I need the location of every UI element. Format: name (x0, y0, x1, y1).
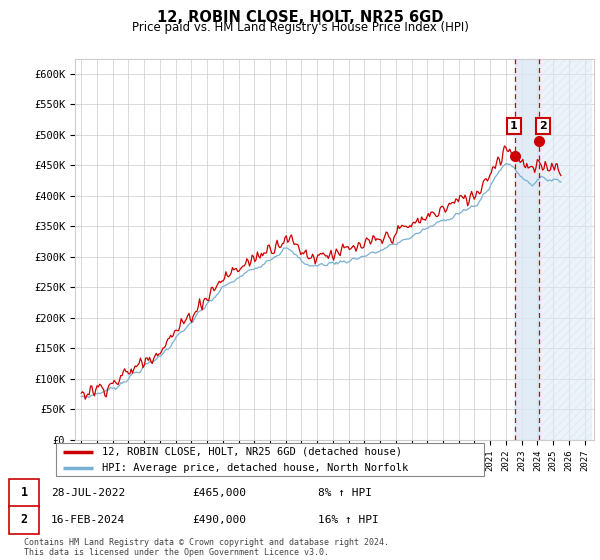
Text: 1: 1 (510, 121, 518, 131)
Bar (515, 59, 539, 440)
Text: 16% ↑ HPI: 16% ↑ HPI (318, 515, 379, 525)
Text: 16-FEB-2024: 16-FEB-2024 (51, 515, 125, 525)
Text: £465,000: £465,000 (192, 488, 246, 498)
Text: 2: 2 (539, 121, 547, 131)
Text: 12, ROBIN CLOSE, HOLT, NR25 6GD (detached house): 12, ROBIN CLOSE, HOLT, NR25 6GD (detache… (101, 447, 401, 457)
Text: Contains HM Land Registry data © Crown copyright and database right 2024.
This d: Contains HM Land Registry data © Crown c… (24, 538, 389, 557)
Text: 28-JUL-2022: 28-JUL-2022 (51, 488, 125, 498)
Text: 1: 1 (20, 486, 28, 500)
Text: Price paid vs. HM Land Registry's House Price Index (HPI): Price paid vs. HM Land Registry's House … (131, 21, 469, 34)
Text: 12, ROBIN CLOSE, HOLT, NR25 6GD: 12, ROBIN CLOSE, HOLT, NR25 6GD (157, 10, 443, 25)
Text: 2: 2 (20, 513, 28, 526)
Text: HPI: Average price, detached house, North Norfolk: HPI: Average price, detached house, Nort… (101, 463, 408, 473)
FancyBboxPatch shape (56, 443, 484, 477)
Text: £490,000: £490,000 (192, 515, 246, 525)
Bar (539, 59, 592, 440)
Text: 8% ↑ HPI: 8% ↑ HPI (318, 488, 372, 498)
